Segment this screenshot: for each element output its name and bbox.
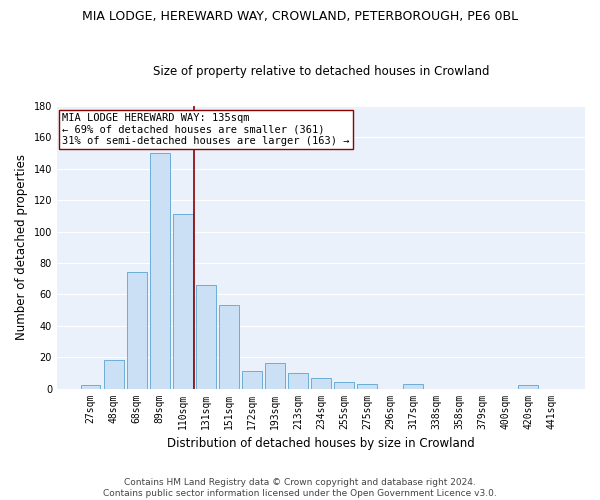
Text: Contains HM Land Registry data © Crown copyright and database right 2024.
Contai: Contains HM Land Registry data © Crown c… (103, 478, 497, 498)
Bar (311, 378, 331, 388)
Bar (196, 285, 215, 389)
Bar (81, 386, 100, 388)
X-axis label: Distribution of detached houses by size in Crowland: Distribution of detached houses by size … (167, 437, 475, 450)
Bar (173, 214, 193, 388)
Text: MIA LODGE HEREWARD WAY: 135sqm
← 69% of detached houses are smaller (361)
31% of: MIA LODGE HEREWARD WAY: 135sqm ← 69% of … (62, 113, 350, 146)
Bar (242, 372, 262, 388)
Bar (288, 373, 308, 388)
Bar (357, 384, 377, 388)
Bar (219, 306, 239, 388)
Bar (150, 153, 170, 388)
Bar (127, 272, 146, 388)
Bar (518, 386, 538, 388)
Bar (104, 360, 124, 388)
Y-axis label: Number of detached properties: Number of detached properties (15, 154, 28, 340)
Bar (403, 384, 423, 388)
Title: Size of property relative to detached houses in Crowland: Size of property relative to detached ho… (153, 66, 489, 78)
Bar (265, 364, 284, 388)
Bar (334, 382, 354, 388)
Text: MIA LODGE, HEREWARD WAY, CROWLAND, PETERBOROUGH, PE6 0BL: MIA LODGE, HEREWARD WAY, CROWLAND, PETER… (82, 10, 518, 23)
